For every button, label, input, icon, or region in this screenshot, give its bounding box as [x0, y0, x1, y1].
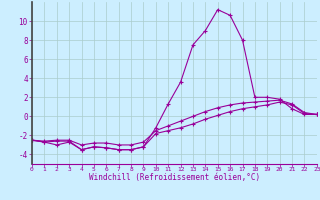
X-axis label: Windchill (Refroidissement éolien,°C): Windchill (Refroidissement éolien,°C): [89, 173, 260, 182]
